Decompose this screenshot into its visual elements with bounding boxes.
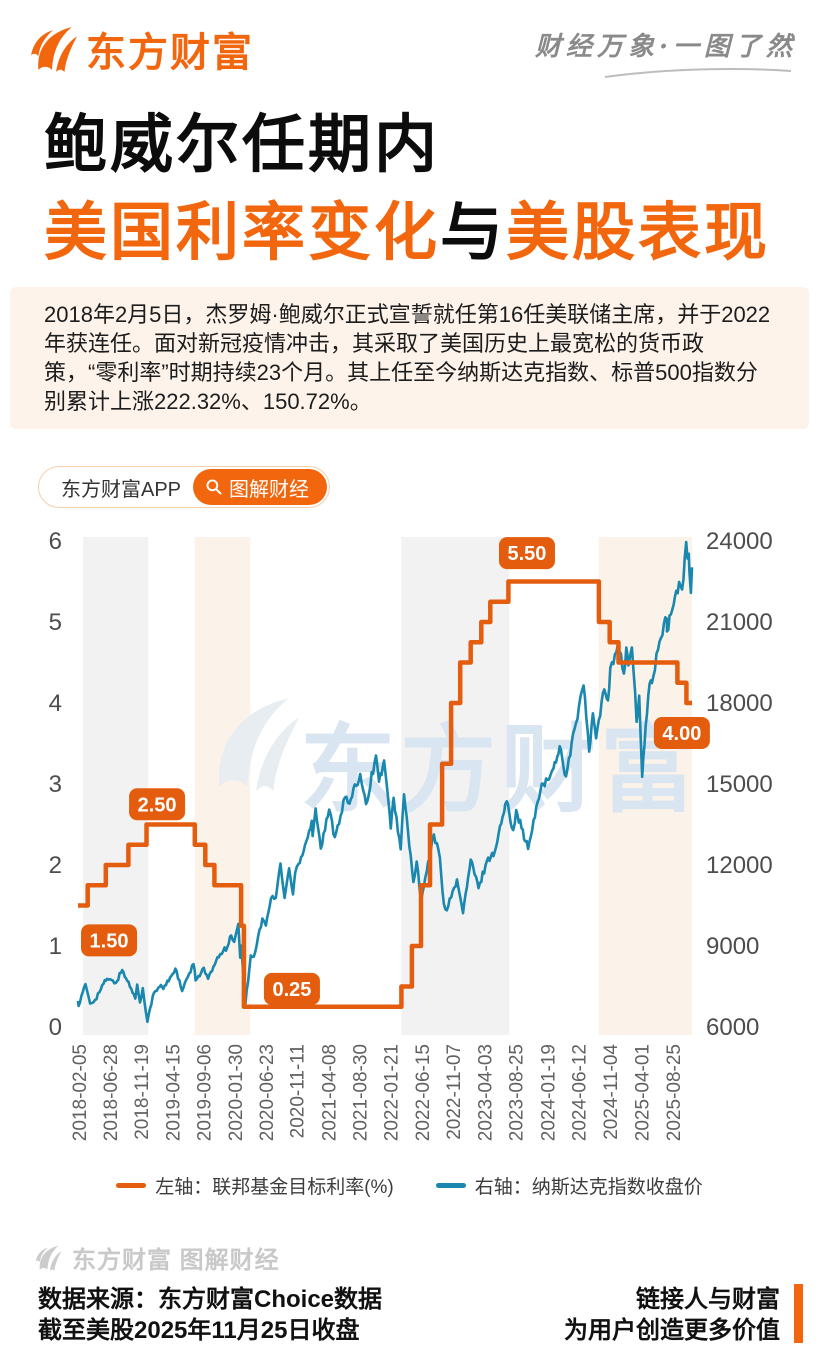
footer-watermark-text: 东方财富 图解财经 bbox=[72, 1247, 280, 1274]
nasdaq-line-swatch bbox=[435, 1183, 466, 1188]
rates-vs-nasdaq-chart: 东方财富 1.50 2.50 0.25 5.50 4.00 0 1 2 3 4 5 6 6000 9000 1… bbox=[49, 528, 773, 1141]
footer-watermark-logo-icon bbox=[34, 1244, 62, 1272]
x-axis-tick: 2020-01-30 bbox=[226, 1044, 247, 1141]
rate-annotation-label: 5.50 bbox=[508, 543, 547, 565]
rate-annotation-2.50: 2.50 bbox=[129, 788, 186, 821]
right-axis-tick: 18000 bbox=[706, 690, 773, 717]
title-orange-part1: 美国利率变化 bbox=[44, 198, 440, 268]
x-axis-tick: 2025-08-25 bbox=[664, 1044, 685, 1141]
left-axis-tick: 2 bbox=[49, 852, 62, 879]
chart-finance-button[interactable]: 图解财经 bbox=[193, 469, 328, 505]
legend-nasdaq-label: 右轴：纳斯达克指数收盘价 bbox=[474, 1177, 703, 1198]
rate-annotation-0.25: 0.25 bbox=[263, 972, 320, 1005]
footer-watermark: 东方财富 图解财经 bbox=[34, 1240, 280, 1275]
intro-paragraph: 2018年2月5日，杰罗姆·鲍威尔正式宣誓就任第16任美联储主席，并于2022年… bbox=[10, 287, 809, 429]
header-tagline: 财经万象·一图了然 bbox=[535, 26, 797, 79]
left-axis-tick: 5 bbox=[49, 609, 62, 636]
title-black-part: 与 bbox=[440, 198, 506, 268]
legend-rate-label: 左轴：联邦基金目标利率(%) bbox=[155, 1177, 394, 1198]
right-axis-tick: 24000 bbox=[706, 528, 773, 555]
brand-slogan-block: 链接人与财富 为用户创造更多价值 bbox=[564, 1284, 780, 1346]
app-badge: 东方财富APP 图解财经 bbox=[38, 466, 331, 508]
x-axis-tick: 2024-11-04 bbox=[601, 1044, 622, 1140]
left-axis-tick: 4 bbox=[49, 690, 62, 717]
rate-line-swatch bbox=[116, 1183, 147, 1188]
rate-annotation-label: 4.00 bbox=[662, 723, 701, 745]
x-axis-tick: 2024-01-19 bbox=[538, 1044, 559, 1141]
slogan-accent-bar bbox=[794, 1284, 803, 1343]
rate-annotation-label: 0.25 bbox=[272, 979, 311, 1001]
legend-item-nasdaq: 右轴：纳斯达克指数收盘价 bbox=[435, 1172, 703, 1199]
nasdaq-series-line bbox=[76, 540, 694, 1024]
x-axis-tick: 2023-04-03 bbox=[476, 1044, 497, 1141]
x-axis-tick: 2019-09-06 bbox=[195, 1044, 216, 1141]
x-axis-tick: 2020-06-23 bbox=[257, 1044, 278, 1141]
brand-slogan-line2: 为用户创造更多价值 bbox=[564, 1317, 780, 1344]
search-icon bbox=[206, 479, 222, 495]
rate-annotation-label: 1.50 bbox=[90, 930, 129, 952]
right-axis-tick: 12000 bbox=[706, 852, 773, 879]
x-axis-tick: 2020-11-11 bbox=[288, 1044, 309, 1138]
right-axis-tick: 15000 bbox=[706, 771, 773, 798]
data-source-block: 数据来源：东方财富Choice数据 截至美股2025年11月25日收盘 bbox=[38, 1284, 382, 1346]
eastmoney-logo: 东方财富 bbox=[28, 20, 254, 78]
x-axis-tick: 2021-08-30 bbox=[351, 1044, 372, 1141]
tagline-text: 财经万象·一图了然 bbox=[534, 32, 797, 62]
rate-annotation-1.50: 1.50 bbox=[81, 924, 138, 957]
left-axis-tick: 1 bbox=[49, 933, 62, 960]
right-axis-tick: 9000 bbox=[706, 933, 759, 960]
chart-legend: 左轴：联邦基金目标利率(%) 右轴：纳斯达克指数收盘价 bbox=[0, 1172, 819, 1199]
eastmoney-logo-text: 东方财富 bbox=[86, 31, 254, 75]
x-axis-tick: 2022-11-07 bbox=[444, 1044, 465, 1140]
chart-watermark: 东方财富 bbox=[219, 698, 700, 824]
x-axis-tick: 2022-06-15 bbox=[413, 1044, 434, 1141]
x-axis-tick: 2024-06-12 bbox=[570, 1044, 591, 1141]
x-axis-tick: 2018-02-05 bbox=[70, 1044, 91, 1141]
fed-rate-step-line bbox=[78, 579, 692, 1010]
title-orange-part2: 美股表现 bbox=[506, 198, 770, 268]
eastmoney-logo-icon bbox=[28, 24, 78, 74]
rate-annotation-label: 2.50 bbox=[138, 794, 177, 816]
app-badges: 东方财富APP 图解财经 bbox=[38, 466, 331, 508]
x-axis-tick: 2022-01-21 bbox=[382, 1044, 403, 1141]
page-title-line2: 美国利率变化与美股表现 bbox=[44, 182, 770, 273]
x-axis-tick: 2018-06-28 bbox=[101, 1044, 122, 1141]
page-title-line1: 鲍威尔任期内 bbox=[44, 110, 440, 180]
right-axis-tick: 6000 bbox=[706, 1014, 759, 1041]
left-axis-tick: 0 bbox=[49, 1014, 62, 1041]
left-axis-tick: 6 bbox=[49, 528, 62, 555]
tagline-underline-swoosh bbox=[604, 68, 792, 78]
rate-annotation-5.50: 5.50 bbox=[498, 537, 555, 570]
data-source-line1: 数据来源：东方财富Choice数据 bbox=[38, 1286, 383, 1313]
rate-annotation-4.00: 4.00 bbox=[653, 716, 710, 749]
x-axis-tick: 2021-04-08 bbox=[320, 1044, 341, 1141]
app-badge-label: 东方财富APP bbox=[61, 478, 182, 501]
cycle-band-cut bbox=[598, 537, 692, 1035]
legend-item-rate: 左轴：联邦基金目标利率(%) bbox=[116, 1172, 394, 1199]
right-axis-tick: 21000 bbox=[706, 609, 773, 636]
x-axis-tick: 2019-04-15 bbox=[164, 1044, 185, 1141]
x-axis-tick: 2023-08-25 bbox=[507, 1044, 528, 1141]
x-axis-tick: 2025-04-01 bbox=[633, 1044, 654, 1141]
chart-finance-button-label: 图解财经 bbox=[229, 478, 310, 501]
data-source-line2: 截至美股2025年11月25日收盘 bbox=[38, 1317, 360, 1344]
x-axis-tick: 2018-11-19 bbox=[132, 1044, 153, 1140]
chart-watermark-text: 东方财富 bbox=[300, 717, 700, 824]
brand-slogan-line1: 链接人与财富 bbox=[636, 1286, 780, 1313]
cycle-band-hike bbox=[83, 537, 149, 1035]
left-axis-tick: 3 bbox=[49, 771, 62, 798]
